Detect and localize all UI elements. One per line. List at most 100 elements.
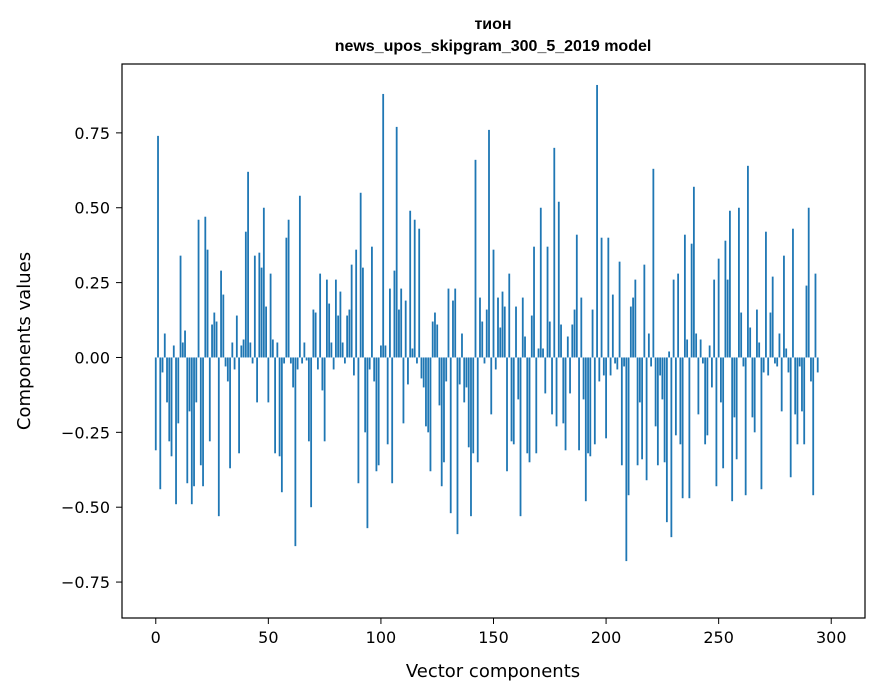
bar bbox=[244, 231, 247, 358]
bar bbox=[533, 246, 535, 358]
bar bbox=[580, 297, 583, 358]
bar bbox=[474, 159, 477, 358]
bar bbox=[445, 357, 448, 382]
bar bbox=[789, 357, 792, 478]
bar bbox=[731, 357, 734, 502]
bar bbox=[458, 357, 461, 385]
bar bbox=[359, 192, 362, 358]
bar bbox=[780, 357, 783, 412]
bar bbox=[539, 207, 542, 358]
bar bbox=[251, 357, 254, 364]
bar-series bbox=[154, 84, 819, 562]
bar bbox=[179, 255, 182, 358]
bar bbox=[157, 135, 159, 358]
bar bbox=[607, 237, 610, 358]
bar bbox=[357, 357, 360, 484]
bar bbox=[625, 357, 628, 562]
bar bbox=[506, 357, 508, 472]
bar bbox=[447, 288, 450, 358]
bar bbox=[794, 357, 797, 415]
bar bbox=[560, 324, 562, 358]
bar bbox=[810, 357, 812, 382]
bar bbox=[548, 321, 551, 358]
bar bbox=[596, 84, 598, 358]
bar bbox=[492, 249, 495, 358]
bar bbox=[321, 357, 324, 391]
bar bbox=[697, 357, 700, 415]
bar bbox=[785, 348, 788, 358]
bar bbox=[330, 342, 333, 358]
bar bbox=[537, 348, 540, 358]
bar bbox=[776, 357, 779, 367]
bar bbox=[159, 357, 162, 490]
bar bbox=[663, 357, 666, 463]
bar bbox=[294, 357, 297, 547]
bar bbox=[436, 324, 439, 358]
bar bbox=[510, 357, 513, 442]
bar bbox=[535, 357, 538, 454]
bar bbox=[805, 285, 808, 358]
bar bbox=[530, 315, 533, 358]
bar bbox=[584, 357, 587, 502]
bar bbox=[765, 231, 767, 358]
bar bbox=[641, 357, 643, 460]
bar bbox=[636, 357, 639, 466]
bar bbox=[422, 357, 425, 388]
bar bbox=[690, 243, 693, 358]
bar bbox=[199, 357, 202, 466]
bar bbox=[497, 297, 499, 358]
bar bbox=[366, 357, 369, 529]
bar bbox=[229, 357, 231, 469]
y-axis-label: Components values bbox=[14, 252, 35, 430]
bar bbox=[701, 357, 704, 364]
bar bbox=[632, 297, 634, 358]
bar bbox=[274, 357, 276, 454]
bar bbox=[213, 312, 216, 358]
bar bbox=[429, 357, 432, 472]
bar bbox=[206, 249, 209, 358]
bar bbox=[668, 351, 671, 358]
bar bbox=[249, 342, 252, 358]
bar bbox=[787, 357, 790, 373]
x-axis: 0 50 100 150 200 250 300 bbox=[151, 618, 847, 647]
bar bbox=[623, 357, 625, 367]
bar bbox=[467, 357, 470, 448]
bar bbox=[499, 327, 502, 358]
bar bbox=[749, 327, 752, 358]
bar bbox=[589, 357, 592, 457]
bar bbox=[591, 309, 594, 358]
bar bbox=[476, 357, 479, 463]
bar bbox=[253, 255, 256, 358]
bar bbox=[161, 357, 164, 373]
bar bbox=[575, 234, 578, 358]
bar bbox=[555, 357, 558, 427]
bar bbox=[220, 270, 222, 358]
bar bbox=[783, 255, 785, 358]
bar bbox=[729, 210, 731, 358]
bar bbox=[362, 267, 364, 358]
bar bbox=[235, 315, 238, 358]
bar bbox=[346, 315, 349, 358]
bar bbox=[217, 357, 220, 517]
bar bbox=[681, 357, 684, 499]
bar bbox=[215, 321, 218, 358]
x-tick-label: 0 bbox=[151, 628, 161, 647]
bar bbox=[364, 357, 367, 433]
bar bbox=[521, 297, 524, 358]
bar bbox=[373, 357, 376, 382]
bar bbox=[323, 357, 326, 442]
bar bbox=[620, 357, 623, 466]
bar bbox=[307, 357, 310, 442]
y-tick-label: 0.25 bbox=[74, 274, 110, 293]
bar bbox=[652, 168, 655, 358]
bar bbox=[353, 357, 355, 376]
bar bbox=[211, 324, 213, 358]
bar bbox=[377, 357, 380, 466]
bar bbox=[348, 309, 351, 358]
bar bbox=[418, 228, 421, 358]
bar bbox=[416, 357, 418, 364]
bar bbox=[420, 357, 423, 379]
bar bbox=[771, 276, 774, 358]
bar bbox=[598, 357, 601, 382]
